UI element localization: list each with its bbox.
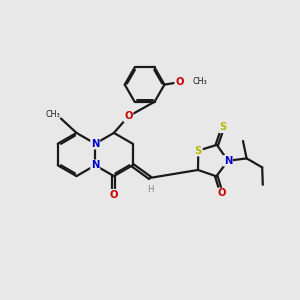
Text: N: N <box>91 139 99 149</box>
Text: N: N <box>91 160 99 170</box>
Text: H: H <box>147 184 154 194</box>
Text: CH₃: CH₃ <box>45 110 60 119</box>
Text: O: O <box>110 190 118 200</box>
Text: S: S <box>219 122 226 132</box>
Text: O: O <box>217 188 226 199</box>
Text: CH₃: CH₃ <box>192 77 207 86</box>
Text: O: O <box>175 77 184 87</box>
Text: S: S <box>195 146 202 156</box>
Text: O: O <box>124 111 133 122</box>
Text: N: N <box>224 156 232 166</box>
